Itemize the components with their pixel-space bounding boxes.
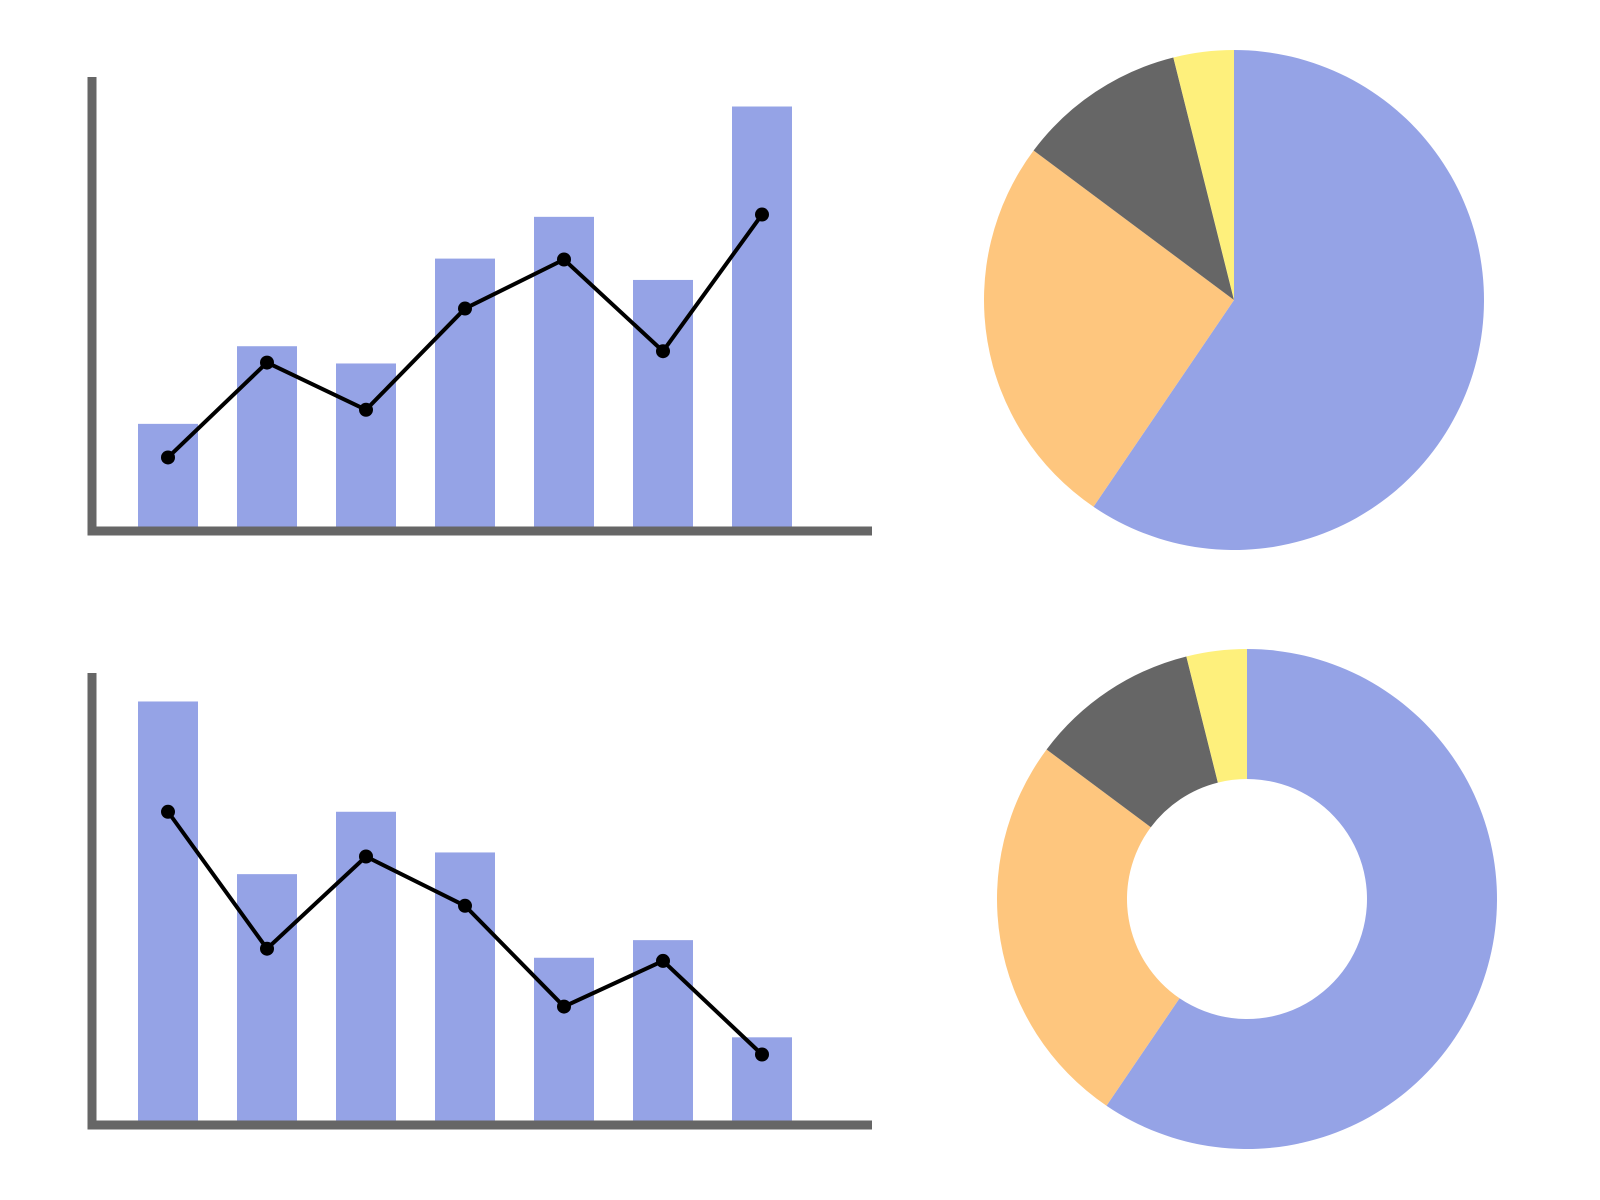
point <box>359 849 373 864</box>
point <box>260 355 274 370</box>
pie-slice <box>984 150 1234 507</box>
bar <box>237 346 297 531</box>
bar <box>237 874 297 1125</box>
point <box>458 301 472 316</box>
axis <box>87 673 872 1130</box>
point <box>755 1047 769 1062</box>
bar <box>732 106 792 531</box>
pie-slice <box>1033 57 1234 300</box>
pie-slice <box>1093 50 1485 550</box>
point <box>161 804 175 819</box>
bar <box>336 811 396 1125</box>
point <box>656 953 670 968</box>
point <box>557 252 571 267</box>
point <box>161 450 175 465</box>
bar <box>633 279 693 531</box>
pie-slice <box>1173 50 1234 300</box>
donut-slice <box>1186 649 1247 783</box>
donut-slice <box>1106 649 1498 1149</box>
point <box>755 207 769 222</box>
point <box>458 898 472 913</box>
point <box>656 344 670 359</box>
axis <box>87 77 872 536</box>
donut-slice <box>1046 656 1218 828</box>
donut-slice <box>997 749 1180 1106</box>
bar <box>138 701 198 1125</box>
point <box>359 402 373 417</box>
point <box>260 941 274 956</box>
bar <box>138 423 198 531</box>
point <box>557 999 571 1014</box>
